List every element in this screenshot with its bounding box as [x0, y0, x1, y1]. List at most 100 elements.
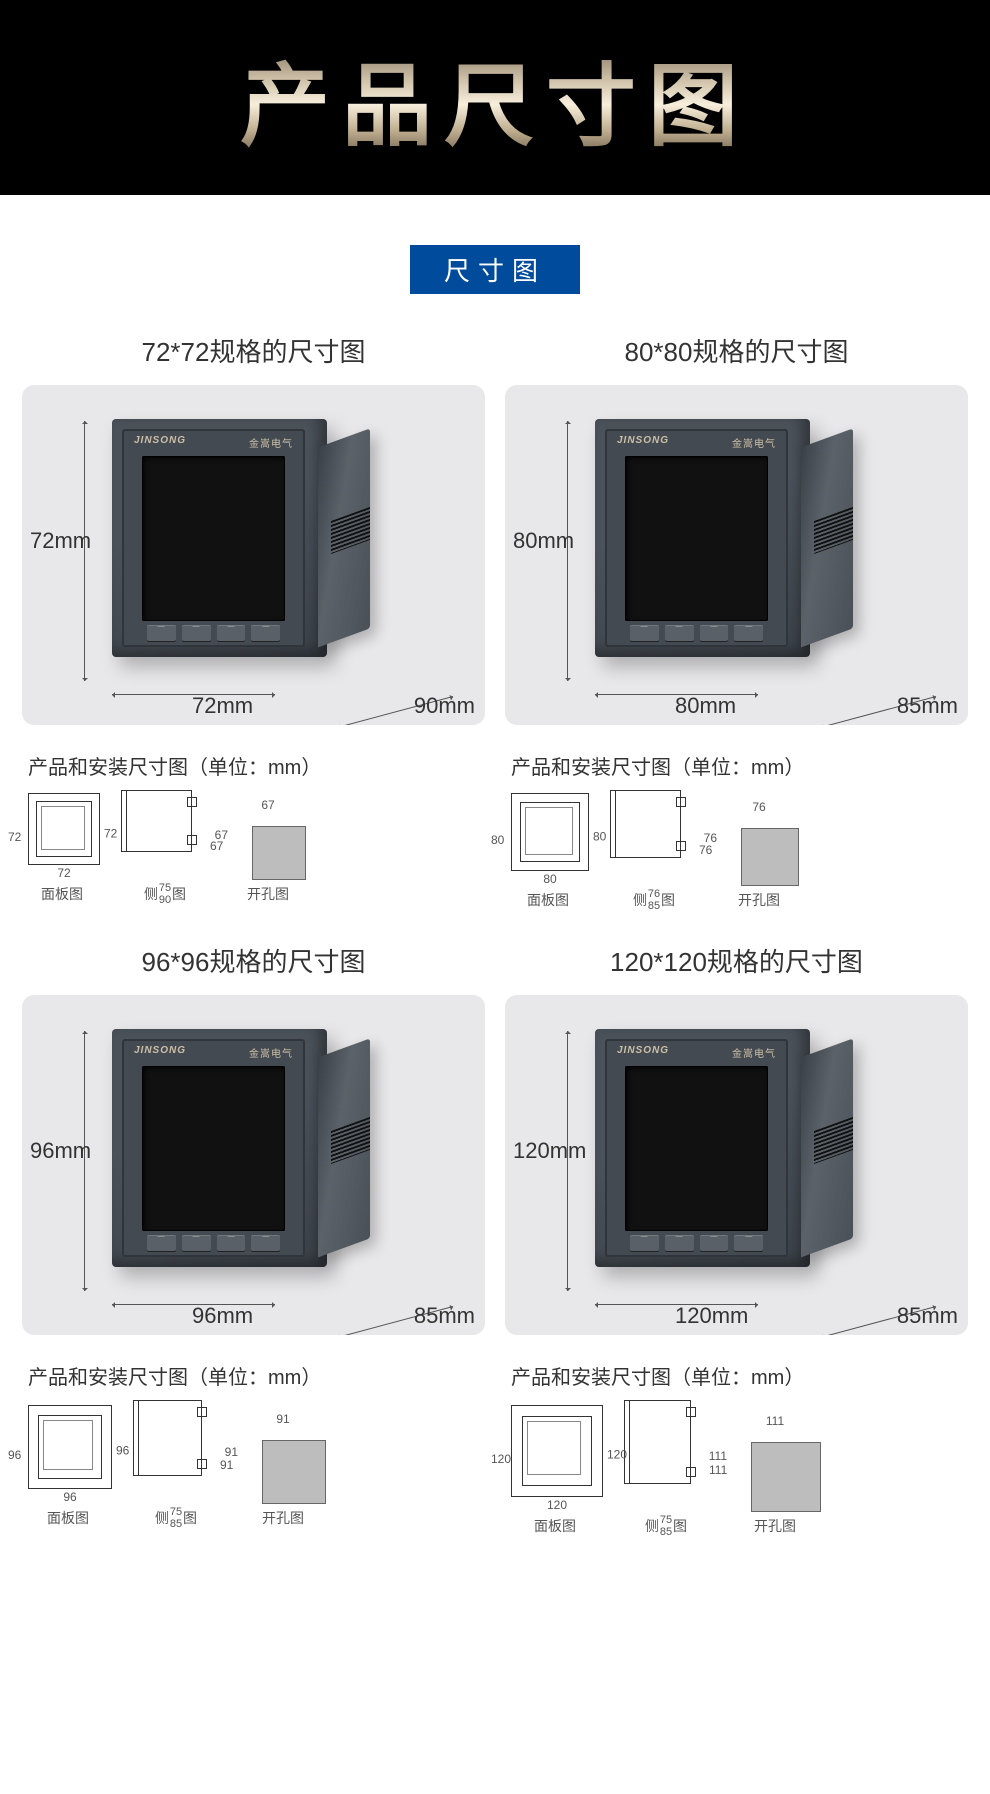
side-view: 111 75 85 120 侧面图	[621, 1400, 711, 1536]
view-label: 开孔图	[738, 890, 780, 910]
drawing-caption: 产品和安装尺寸图（单位：mm）	[505, 725, 968, 790]
front-height-dim: 96	[8, 1448, 21, 1462]
size-tag-row: 尺寸图	[0, 195, 990, 324]
meter-button	[251, 1235, 280, 1251]
meter-button	[217, 625, 246, 641]
drawing-row: 72 72 面板图 67 75 90 72 侧面图 67 67	[22, 790, 485, 912]
cut-height-dim: 91	[220, 1458, 233, 1472]
button-row	[630, 625, 764, 641]
meter-button	[665, 1235, 694, 1251]
meter-button	[147, 1235, 176, 1251]
lcd-screen	[142, 456, 286, 621]
product-photo: 96mm JINSONG 金嵩电气 96mm 85mm	[22, 995, 485, 1335]
front-width-dim: 96	[28, 1490, 112, 1504]
drawing-row: 80 80 面板图 76 76 85 80 侧面图 76 76	[505, 790, 968, 918]
meter-front: JINSONG 金嵩电气	[122, 1039, 305, 1257]
dim-width: 80mm	[675, 693, 736, 719]
dim-height: 80mm	[513, 528, 574, 554]
side-height-dim: 80	[593, 830, 606, 844]
drawing-caption: 产品和安装尺寸图（单位：mm）	[22, 1335, 485, 1400]
banner: 产品尺寸图	[0, 0, 990, 195]
clip-icon	[187, 835, 197, 845]
meter-button	[630, 1235, 659, 1251]
front-height-dim: 72	[8, 830, 21, 844]
cut-height-dim: 67	[210, 839, 223, 853]
side-view: 76 76 85 80 侧面图	[607, 790, 701, 910]
cut-view: 111 111 开孔图	[729, 1428, 821, 1536]
brand-cn-label: 金嵩电气	[249, 435, 293, 450]
drawing-row: 96 96 面板图 91 75 85 96 侧面图 91 91	[22, 1400, 485, 1536]
clip-icon	[676, 841, 686, 851]
meter-button	[665, 625, 694, 641]
side-inner-depth: 76	[646, 888, 662, 900]
clip-icon	[686, 1407, 696, 1417]
size-title: 72*72规格的尺寸图	[22, 324, 485, 385]
front-height-dim: 120	[491, 1452, 511, 1466]
view-label: 面板图	[527, 890, 569, 910]
dim-depth: 85mm	[414, 1303, 475, 1329]
button-row	[630, 1235, 764, 1251]
size-title: 120*120规格的尺寸图	[505, 934, 968, 995]
front-width-dim: 120	[511, 1498, 603, 1512]
cut-height-dim: 111	[709, 1463, 727, 1477]
meter-button	[700, 1235, 729, 1251]
size-tag: 尺寸图	[410, 245, 580, 294]
view-label: 开孔图	[262, 1508, 304, 1528]
meter-button	[147, 625, 176, 641]
side-height-dim: 72	[104, 827, 117, 841]
lcd-screen	[625, 456, 769, 621]
brand-label: JINSONG	[617, 1045, 669, 1060]
size-title: 80*80规格的尺寸图	[505, 324, 968, 385]
dim-height: 120mm	[513, 1138, 586, 1164]
dim-height: 96mm	[30, 1138, 91, 1164]
side-cut-dim: 111	[709, 1449, 727, 1463]
meter-device: JINSONG 金嵩电气	[595, 1029, 810, 1267]
meter-button	[630, 625, 659, 641]
size-cell: 80*80规格的尺寸图 80mm JINSONG 金嵩电气	[505, 324, 968, 918]
size-title: 96*96规格的尺寸图	[22, 934, 485, 995]
cut-width-dim: 91	[276, 1412, 289, 1426]
side-height-dim: 120	[607, 1448, 627, 1462]
cut-width-dim: 111	[766, 1414, 784, 1428]
meter-front: JINSONG 金嵩电气	[122, 429, 305, 647]
view-label: 开孔图	[754, 1516, 796, 1536]
brand-label: JINSONG	[134, 435, 186, 450]
drawing-caption: 产品和安装尺寸图（单位：mm）	[22, 725, 485, 790]
side-outer-depth: 90	[157, 894, 173, 906]
meter-button	[700, 625, 729, 641]
lcd-screen	[142, 1066, 286, 1231]
dim-depth: 85mm	[897, 1303, 958, 1329]
front-width-dim: 80	[511, 872, 589, 886]
clip-icon	[676, 797, 686, 807]
cut-view: 67 67 开孔图	[230, 812, 306, 904]
side-view: 67 75 90 72 侧面图	[118, 790, 212, 904]
meter-button	[251, 625, 280, 641]
button-row	[147, 625, 281, 641]
button-row	[147, 1235, 281, 1251]
cut-width-dim: 76	[752, 800, 765, 814]
meter-button	[217, 1235, 246, 1251]
cut-view: 91 91 开孔图	[240, 1426, 326, 1528]
size-cell: 96*96规格的尺寸图 96mm JINSONG 金嵩电气	[22, 934, 485, 1544]
brand-cn-label: 金嵩电气	[732, 1045, 776, 1060]
front-view: 120 120 面板图	[507, 1405, 603, 1536]
meter-device: JINSONG 金嵩电气	[112, 419, 327, 657]
flange-icon	[624, 1400, 630, 1484]
brand-cn-label: 金嵩电气	[732, 435, 776, 450]
side-inner-depth: 75	[658, 1514, 674, 1526]
cut-view: 76 76 开孔图	[719, 814, 799, 910]
drawing-caption: 产品和安装尺寸图（单位：mm）	[505, 1335, 968, 1400]
view-label: 开孔图	[247, 884, 289, 904]
clip-icon	[187, 797, 197, 807]
dim-width: 120mm	[675, 1303, 748, 1329]
dim-depth: 85mm	[897, 693, 958, 719]
dim-width: 72mm	[192, 693, 253, 719]
dim-height: 72mm	[30, 528, 91, 554]
meter-button	[182, 1235, 211, 1251]
front-view: 96 96 面板图	[24, 1405, 112, 1528]
meter-button	[734, 625, 763, 641]
front-view: 72 72 面板图	[24, 793, 100, 904]
meter-button	[734, 1235, 763, 1251]
lcd-screen	[625, 1066, 769, 1231]
flange-icon	[610, 790, 616, 858]
